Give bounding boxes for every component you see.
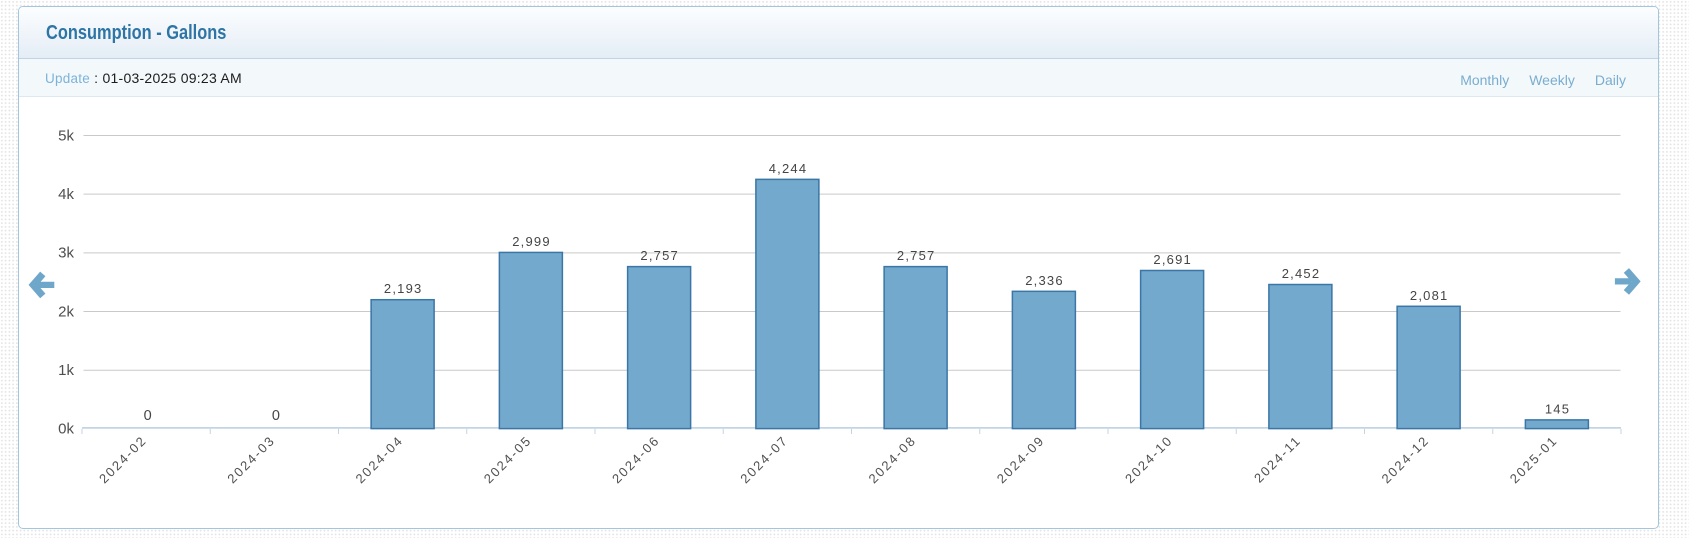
svg-text:3k: 3k bbox=[58, 245, 74, 262]
svg-text:2024-02: 2024-02 bbox=[96, 433, 150, 487]
svg-text:0k: 0k bbox=[58, 421, 74, 438]
svg-text:1k: 1k bbox=[58, 362, 74, 379]
svg-text:5k: 5k bbox=[58, 127, 74, 144]
svg-text:2,452: 2,452 bbox=[1282, 266, 1321, 281]
svg-text:2024-07: 2024-07 bbox=[737, 433, 791, 487]
svg-text:2,193: 2,193 bbox=[384, 281, 423, 296]
svg-text:2024-11: 2024-11 bbox=[1251, 433, 1304, 486]
svg-text:2024-12: 2024-12 bbox=[1378, 433, 1432, 487]
svg-text:2024-04: 2024-04 bbox=[352, 433, 406, 487]
svg-text:2,757: 2,757 bbox=[897, 248, 936, 263]
svg-text:0: 0 bbox=[144, 408, 153, 424]
svg-text:2025-01: 2025-01 bbox=[1507, 433, 1561, 487]
svg-text:2,336: 2,336 bbox=[1025, 273, 1064, 288]
svg-text:2k: 2k bbox=[58, 303, 74, 320]
svg-text:2024-05: 2024-05 bbox=[481, 433, 535, 487]
svg-text:2024-08: 2024-08 bbox=[865, 433, 919, 487]
svg-text:4,244: 4,244 bbox=[769, 161, 808, 176]
svg-text:2024-06: 2024-06 bbox=[609, 433, 663, 487]
svg-text:2024-03: 2024-03 bbox=[224, 433, 278, 487]
svg-text:2024-09: 2024-09 bbox=[994, 433, 1048, 487]
svg-text:2024-10: 2024-10 bbox=[1122, 433, 1176, 487]
svg-text:2,081: 2,081 bbox=[1410, 288, 1449, 303]
svg-text:145: 145 bbox=[1545, 401, 1570, 416]
svg-text:0: 0 bbox=[272, 408, 281, 424]
svg-text:4k: 4k bbox=[58, 186, 74, 203]
svg-text:2,999: 2,999 bbox=[512, 234, 551, 249]
svg-text:2,757: 2,757 bbox=[640, 248, 679, 263]
svg-text:2,691: 2,691 bbox=[1153, 252, 1192, 267]
